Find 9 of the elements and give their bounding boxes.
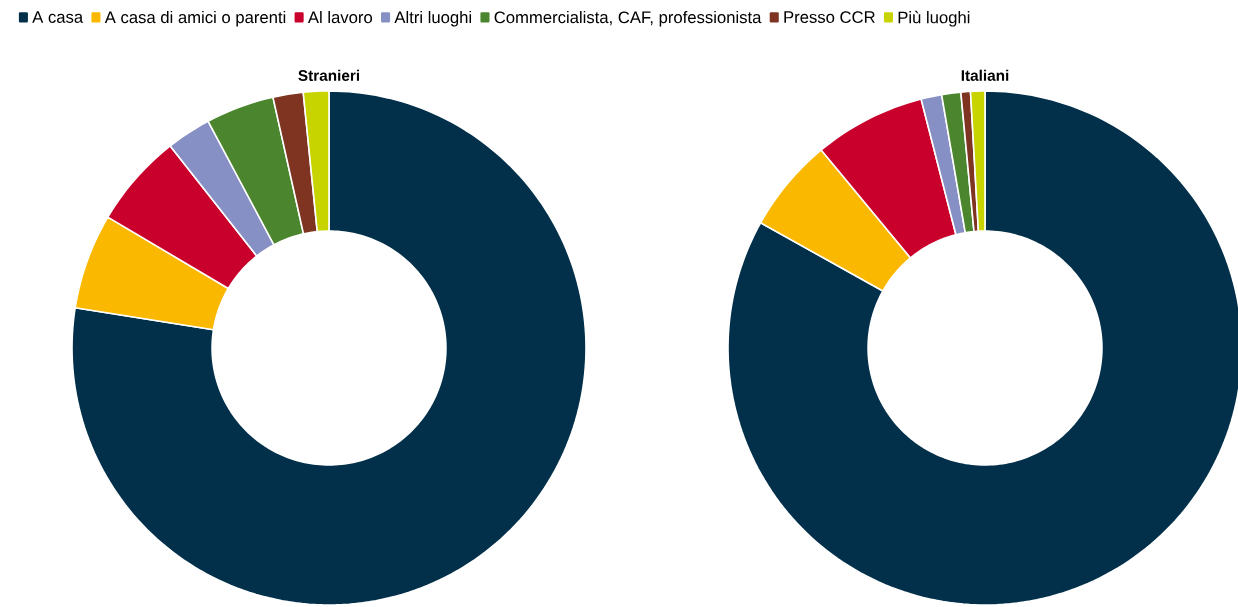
legend-label: Altri luoghi <box>394 10 472 27</box>
chart-title: Italiani <box>961 69 1009 81</box>
legend-label: Commercialista, CAF, professionista <box>494 10 762 27</box>
legend-label: Al lavoro <box>307 10 373 24</box>
text: Stranieri <box>298 69 360 81</box>
legend-label: Più luoghi <box>898 10 970 27</box>
legend-label: A casa di amici o parenti <box>104 10 286 27</box>
legend-label: Presso CCR <box>784 11 875 23</box>
legend-label: A casa <box>32 11 84 23</box>
